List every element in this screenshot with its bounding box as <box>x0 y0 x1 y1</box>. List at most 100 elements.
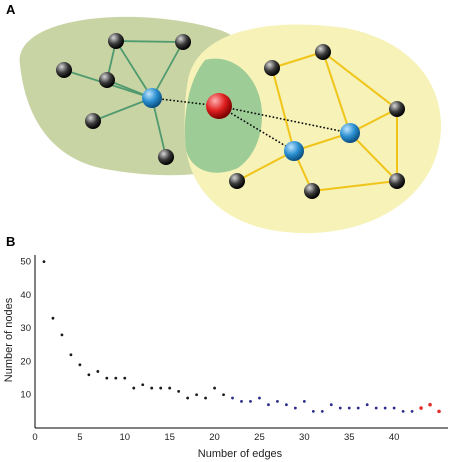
x-axis-label: Number of edges <box>198 448 283 460</box>
y-tick-label: 40 <box>20 290 31 301</box>
data-point <box>231 396 234 400</box>
data-point <box>347 406 351 410</box>
edge <box>115 40 153 99</box>
y-tick-label: 20 <box>20 356 31 367</box>
y-ticks: 10 20 30 40 50 <box>20 257 31 401</box>
leaf-node <box>389 101 405 117</box>
y-tick-label: 50 <box>20 257 31 268</box>
leaf-node <box>85 113 101 129</box>
edge <box>218 105 351 134</box>
hub-node <box>340 123 360 143</box>
edge <box>311 180 398 192</box>
leaf-node <box>158 149 174 165</box>
x-tick-label: 40 <box>389 432 400 443</box>
data-point <box>123 376 127 380</box>
leaf-node <box>389 173 405 189</box>
edge <box>349 132 398 182</box>
edge <box>322 51 398 110</box>
data-point <box>419 406 423 410</box>
x-tick-label: 0 <box>32 432 37 443</box>
y-tick-label: 10 <box>20 390 31 401</box>
x-tick-label: 35 <box>344 432 355 443</box>
edge <box>151 41 184 99</box>
data-point <box>428 402 432 407</box>
leaf-node <box>56 62 72 78</box>
data-point <box>329 403 333 407</box>
data-point <box>276 399 279 403</box>
data-point <box>320 409 324 413</box>
x-tick-label: 5 <box>77 432 82 443</box>
data-point <box>69 353 73 357</box>
data-point <box>302 399 306 403</box>
leaf-node <box>229 173 245 189</box>
data-point <box>51 316 55 320</box>
data-point <box>383 406 387 410</box>
edge <box>218 105 295 152</box>
data-point <box>105 376 109 380</box>
data-point <box>141 383 145 387</box>
data-point <box>213 386 216 390</box>
data-point <box>186 396 190 400</box>
data-point <box>87 373 91 377</box>
leaf-node <box>99 72 115 88</box>
data-point <box>392 406 396 410</box>
edge <box>151 97 167 158</box>
data-point <box>240 399 243 403</box>
data-point <box>293 406 297 410</box>
y-tick-label: 30 <box>20 323 31 334</box>
data-point <box>267 403 270 407</box>
x-tick-label: 25 <box>254 432 265 443</box>
edge <box>271 51 324 69</box>
y-axis-label: Number of nodes <box>3 297 15 382</box>
data-point <box>401 409 405 413</box>
edge <box>322 51 351 134</box>
data-point <box>222 393 225 397</box>
data-point <box>365 403 369 407</box>
data-point <box>356 406 360 410</box>
hub-node <box>284 141 304 161</box>
data-point <box>374 406 378 410</box>
data-point <box>114 376 118 380</box>
data-points <box>42 260 441 414</box>
panel-b-label: B <box>6 234 15 249</box>
data-point <box>168 386 172 390</box>
data-point <box>177 390 181 393</box>
data-point <box>150 386 154 390</box>
x-tick-label: 10 <box>119 432 130 443</box>
network-diagram <box>19 16 442 234</box>
data-point <box>195 393 199 397</box>
leaf-node <box>304 183 320 199</box>
data-point <box>410 409 414 413</box>
data-point <box>311 409 315 413</box>
x-tick-label: 20 <box>209 432 220 443</box>
x-tick-label: 30 <box>299 432 310 443</box>
data-point <box>96 370 100 373</box>
bridge-node <box>206 93 232 119</box>
leaf-node <box>264 60 280 76</box>
scatter-chart: 10 20 30 40 50 0 5 10 15 20 25 30 35 40 Number of ed… <box>3 255 448 460</box>
edge <box>115 40 184 43</box>
data-point <box>60 333 64 337</box>
leaf-node <box>175 34 191 50</box>
data-point <box>284 403 288 407</box>
data-point <box>204 396 207 400</box>
data-point <box>437 409 441 414</box>
data-point <box>249 399 252 403</box>
network-nodes <box>56 33 405 199</box>
panel-a-label: A <box>6 2 16 17</box>
data-point <box>132 386 136 390</box>
x-tick-label: 15 <box>164 432 175 443</box>
data-point <box>338 406 342 410</box>
data-point <box>42 260 46 264</box>
data-point <box>159 386 163 390</box>
x-ticks: 0 5 10 15 20 25 30 35 40 <box>32 432 399 443</box>
edge <box>92 97 153 122</box>
edge <box>271 67 295 152</box>
leaf-node <box>315 44 331 60</box>
leaf-node <box>108 33 124 49</box>
data-point <box>258 396 261 400</box>
data-point <box>78 363 82 367</box>
edge <box>236 150 295 182</box>
hub-node <box>142 88 162 108</box>
